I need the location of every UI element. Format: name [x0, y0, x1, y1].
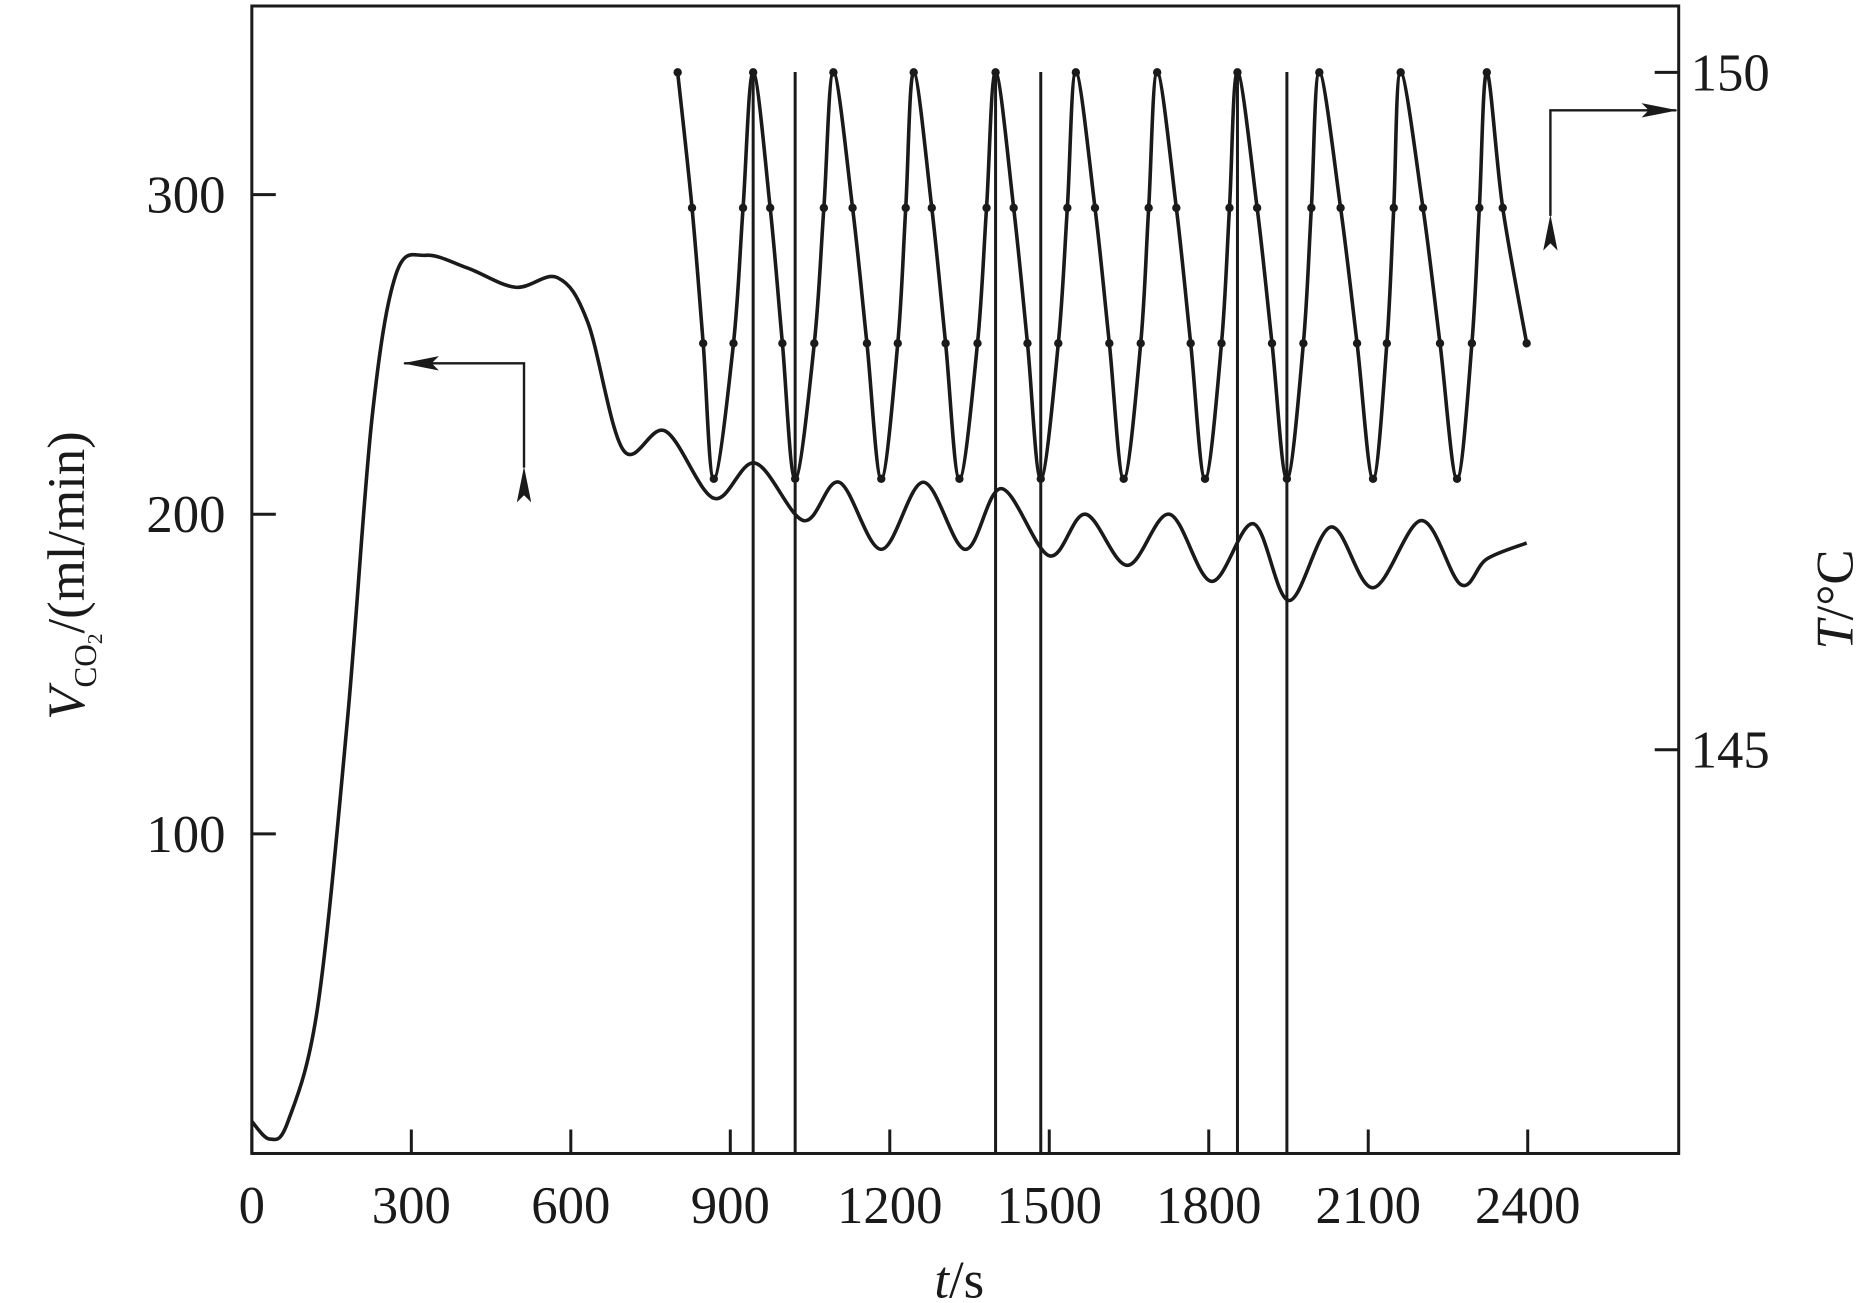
y-axis-label: VCO2/(ml/min): [38, 431, 107, 720]
x-label-symbol: t: [934, 1251, 950, 1303]
x-label-unit: /s: [949, 1251, 984, 1303]
data-point: [1307, 203, 1316, 213]
data-point: [1136, 339, 1145, 348]
data-point: [1498, 203, 1507, 213]
data-point: [973, 339, 982, 348]
data-point: [1352, 339, 1362, 348]
left-axis-arrow: [402, 356, 532, 503]
data-point: [810, 339, 819, 348]
data-point: [1252, 203, 1262, 213]
data-point: [1172, 203, 1181, 213]
data-point: [1144, 203, 1153, 213]
x-tick-label: 1500: [997, 1177, 1103, 1235]
data-point: [901, 203, 910, 213]
data-point: [1217, 339, 1226, 348]
data-point: [1396, 68, 1405, 77]
data-point: [1023, 339, 1032, 348]
data-line: [675, 70, 1529, 481]
data-point: [765, 203, 775, 213]
x-tick-label: 0: [239, 1177, 265, 1235]
x-tick-label: 2100: [1315, 1177, 1421, 1235]
data-point: [1009, 203, 1018, 213]
data-point: [1152, 68, 1162, 77]
data-point: [1467, 339, 1477, 348]
plot-layer: [250, 68, 1531, 1154]
data-point: [927, 203, 936, 213]
data-point: [1071, 68, 1081, 77]
data-point: [991, 68, 1000, 77]
data-point: [1475, 203, 1484, 213]
data-point: [982, 203, 991, 213]
y2-axis-label: T/°C: [1807, 549, 1861, 649]
x-tick-label: 900: [691, 1177, 770, 1235]
y-tick-label: 300: [146, 167, 225, 225]
x-axis-label: t/s: [934, 1251, 984, 1303]
right-axis-arrow: [1543, 103, 1678, 251]
data-point: [1090, 203, 1100, 213]
data-point: [1368, 474, 1378, 484]
data-point: [1267, 339, 1277, 348]
data-point: [941, 339, 950, 348]
data-point: [1119, 474, 1128, 484]
data-point: [778, 339, 787, 348]
y-tick-label: 200: [146, 486, 225, 544]
data-point: [1036, 474, 1045, 484]
x-tick-label: 2400: [1475, 1177, 1581, 1235]
plot-frame: [250, 4, 1681, 1155]
y2-label-unit: /°C: [1807, 549, 1861, 620]
data-point: [1522, 339, 1531, 348]
y2-tick-label: 145: [1691, 722, 1770, 780]
data-point: [955, 474, 964, 484]
data-point: [1336, 203, 1345, 213]
data-point: [1063, 203, 1072, 213]
data-point: [1418, 203, 1428, 213]
data-point: [1482, 68, 1491, 77]
x-tick-label: 1200: [837, 1177, 943, 1235]
data-point: [829, 68, 838, 77]
data-point: [748, 68, 758, 77]
x-tick-label: 600: [531, 1177, 610, 1235]
data-point: [1315, 68, 1324, 77]
y-tick-label: 100: [146, 806, 225, 864]
data-point: [862, 339, 872, 348]
data-point: [1452, 474, 1462, 484]
data-point: [1186, 339, 1195, 348]
data-point: [1225, 203, 1234, 213]
y-label-subscript: CO: [68, 644, 103, 687]
y-label-subsubscript: 2: [83, 633, 107, 644]
data-point: [1054, 339, 1063, 348]
data-point: [729, 339, 738, 348]
data-point: [1200, 474, 1210, 484]
y-label-unit: /(ml/min): [38, 431, 96, 633]
data-point: [848, 203, 857, 213]
data-point: [909, 68, 918, 77]
data-point: [893, 339, 902, 348]
y-label-symbol: V: [38, 682, 96, 720]
data-point: [1299, 339, 1308, 348]
data-point: [1435, 339, 1445, 348]
y2-tick-label: 150: [1691, 44, 1770, 102]
data-point: [1282, 474, 1292, 484]
data-point: [709, 474, 719, 484]
data-point: [819, 203, 829, 213]
data-point: [1389, 203, 1398, 213]
data-point: [790, 474, 800, 484]
data-point: [673, 68, 682, 77]
data-point: [877, 474, 886, 484]
data-point: [1105, 339, 1114, 348]
data-line: [250, 252, 1528, 1142]
data-point: [1382, 339, 1392, 348]
data-point: [738, 203, 748, 213]
x-tick-label: 300: [372, 1177, 451, 1235]
data-point: [1233, 68, 1242, 77]
x-tick-label: 1800: [1156, 1177, 1262, 1235]
data-point: [687, 203, 697, 213]
y2-label-symbol: T: [1807, 617, 1861, 650]
data-point: [698, 339, 708, 348]
